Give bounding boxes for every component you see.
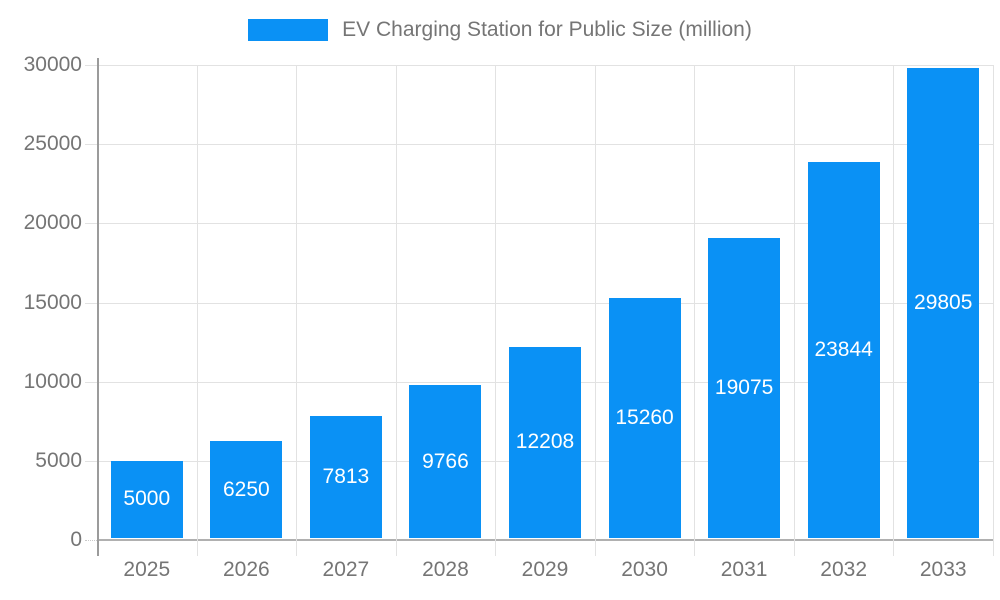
y-tick-label: 5000 — [35, 448, 82, 472]
x-tick-label: 2028 — [422, 558, 469, 581]
bar-2030: 15260 — [608, 298, 681, 538]
legend-label: EV Charging Station for Public Size (mil… — [342, 18, 752, 41]
bar-value-label: 6250 — [222, 477, 270, 501]
x-tick-label: 2030 — [621, 558, 668, 581]
v-gridline — [595, 65, 596, 556]
bar-2026: 6250 — [210, 441, 283, 538]
h-gridline — [85, 144, 993, 146]
legend-swatch — [248, 19, 329, 41]
y-tick-label: 15000 — [23, 290, 82, 314]
v-gridline — [794, 65, 795, 556]
v-gridline — [296, 65, 297, 556]
x-tick-label: 2026 — [222, 558, 270, 581]
bar-2027: 7813 — [309, 416, 382, 538]
plot-area: 5000 6250 7813 9766 12208 15260 19075 23844 2980… — [85, 58, 994, 556]
y-tick-label: 25000 — [23, 132, 82, 156]
bar-value-label: 5000 — [123, 487, 171, 511]
v-gridline — [396, 65, 397, 556]
v-gridline — [495, 65, 496, 556]
bar-value-label: 15260 — [615, 406, 674, 430]
bar-value-label: 9766 — [422, 449, 469, 473]
bar-2033: 29805 — [907, 68, 980, 538]
v-gridline — [694, 65, 695, 556]
v-gridline — [993, 65, 994, 556]
x-tick-label: 2031 — [720, 558, 768, 581]
zero-tick — [85, 540, 97, 541]
h-gridline — [85, 302, 993, 304]
x-tick-label: 2029 — [521, 558, 569, 581]
bar-value-label: 7813 — [322, 465, 370, 489]
bar-value-label: 19075 — [714, 375, 774, 399]
bar-value-label: 29805 — [914, 291, 973, 315]
bar-2032: 23844 — [807, 162, 880, 538]
v-gridline — [893, 65, 894, 556]
h-gridline — [85, 65, 993, 66]
v-gridline — [197, 65, 198, 556]
y-axis-line — [97, 58, 99, 556]
y-tick-label: 0 — [70, 528, 82, 551]
x-tick-label: 2027 — [322, 558, 370, 581]
bar-2029: 12208 — [509, 346, 581, 538]
x-tick-label: 2033 — [919, 558, 967, 581]
bar-value-label: 12208 — [515, 430, 575, 454]
x-axis-baseline — [97, 539, 993, 541]
bar-value-label: 23844 — [814, 338, 873, 362]
y-tick-label: 10000 — [23, 369, 82, 393]
x-tick-label: 2032 — [820, 558, 868, 581]
y-tick-label: 30000 — [23, 53, 82, 76]
bar-2028: 9766 — [409, 385, 482, 538]
legend[interactable]: EV Charging Station for Public Size (mil… — [0, 18, 1000, 42]
x-tick-label: 2025 — [123, 558, 171, 581]
y-tick-label: 20000 — [23, 211, 82, 235]
bar-2025: 5000 — [110, 460, 183, 538]
bar-2031: 19075 — [708, 237, 781, 538]
h-gridline — [85, 223, 993, 225]
